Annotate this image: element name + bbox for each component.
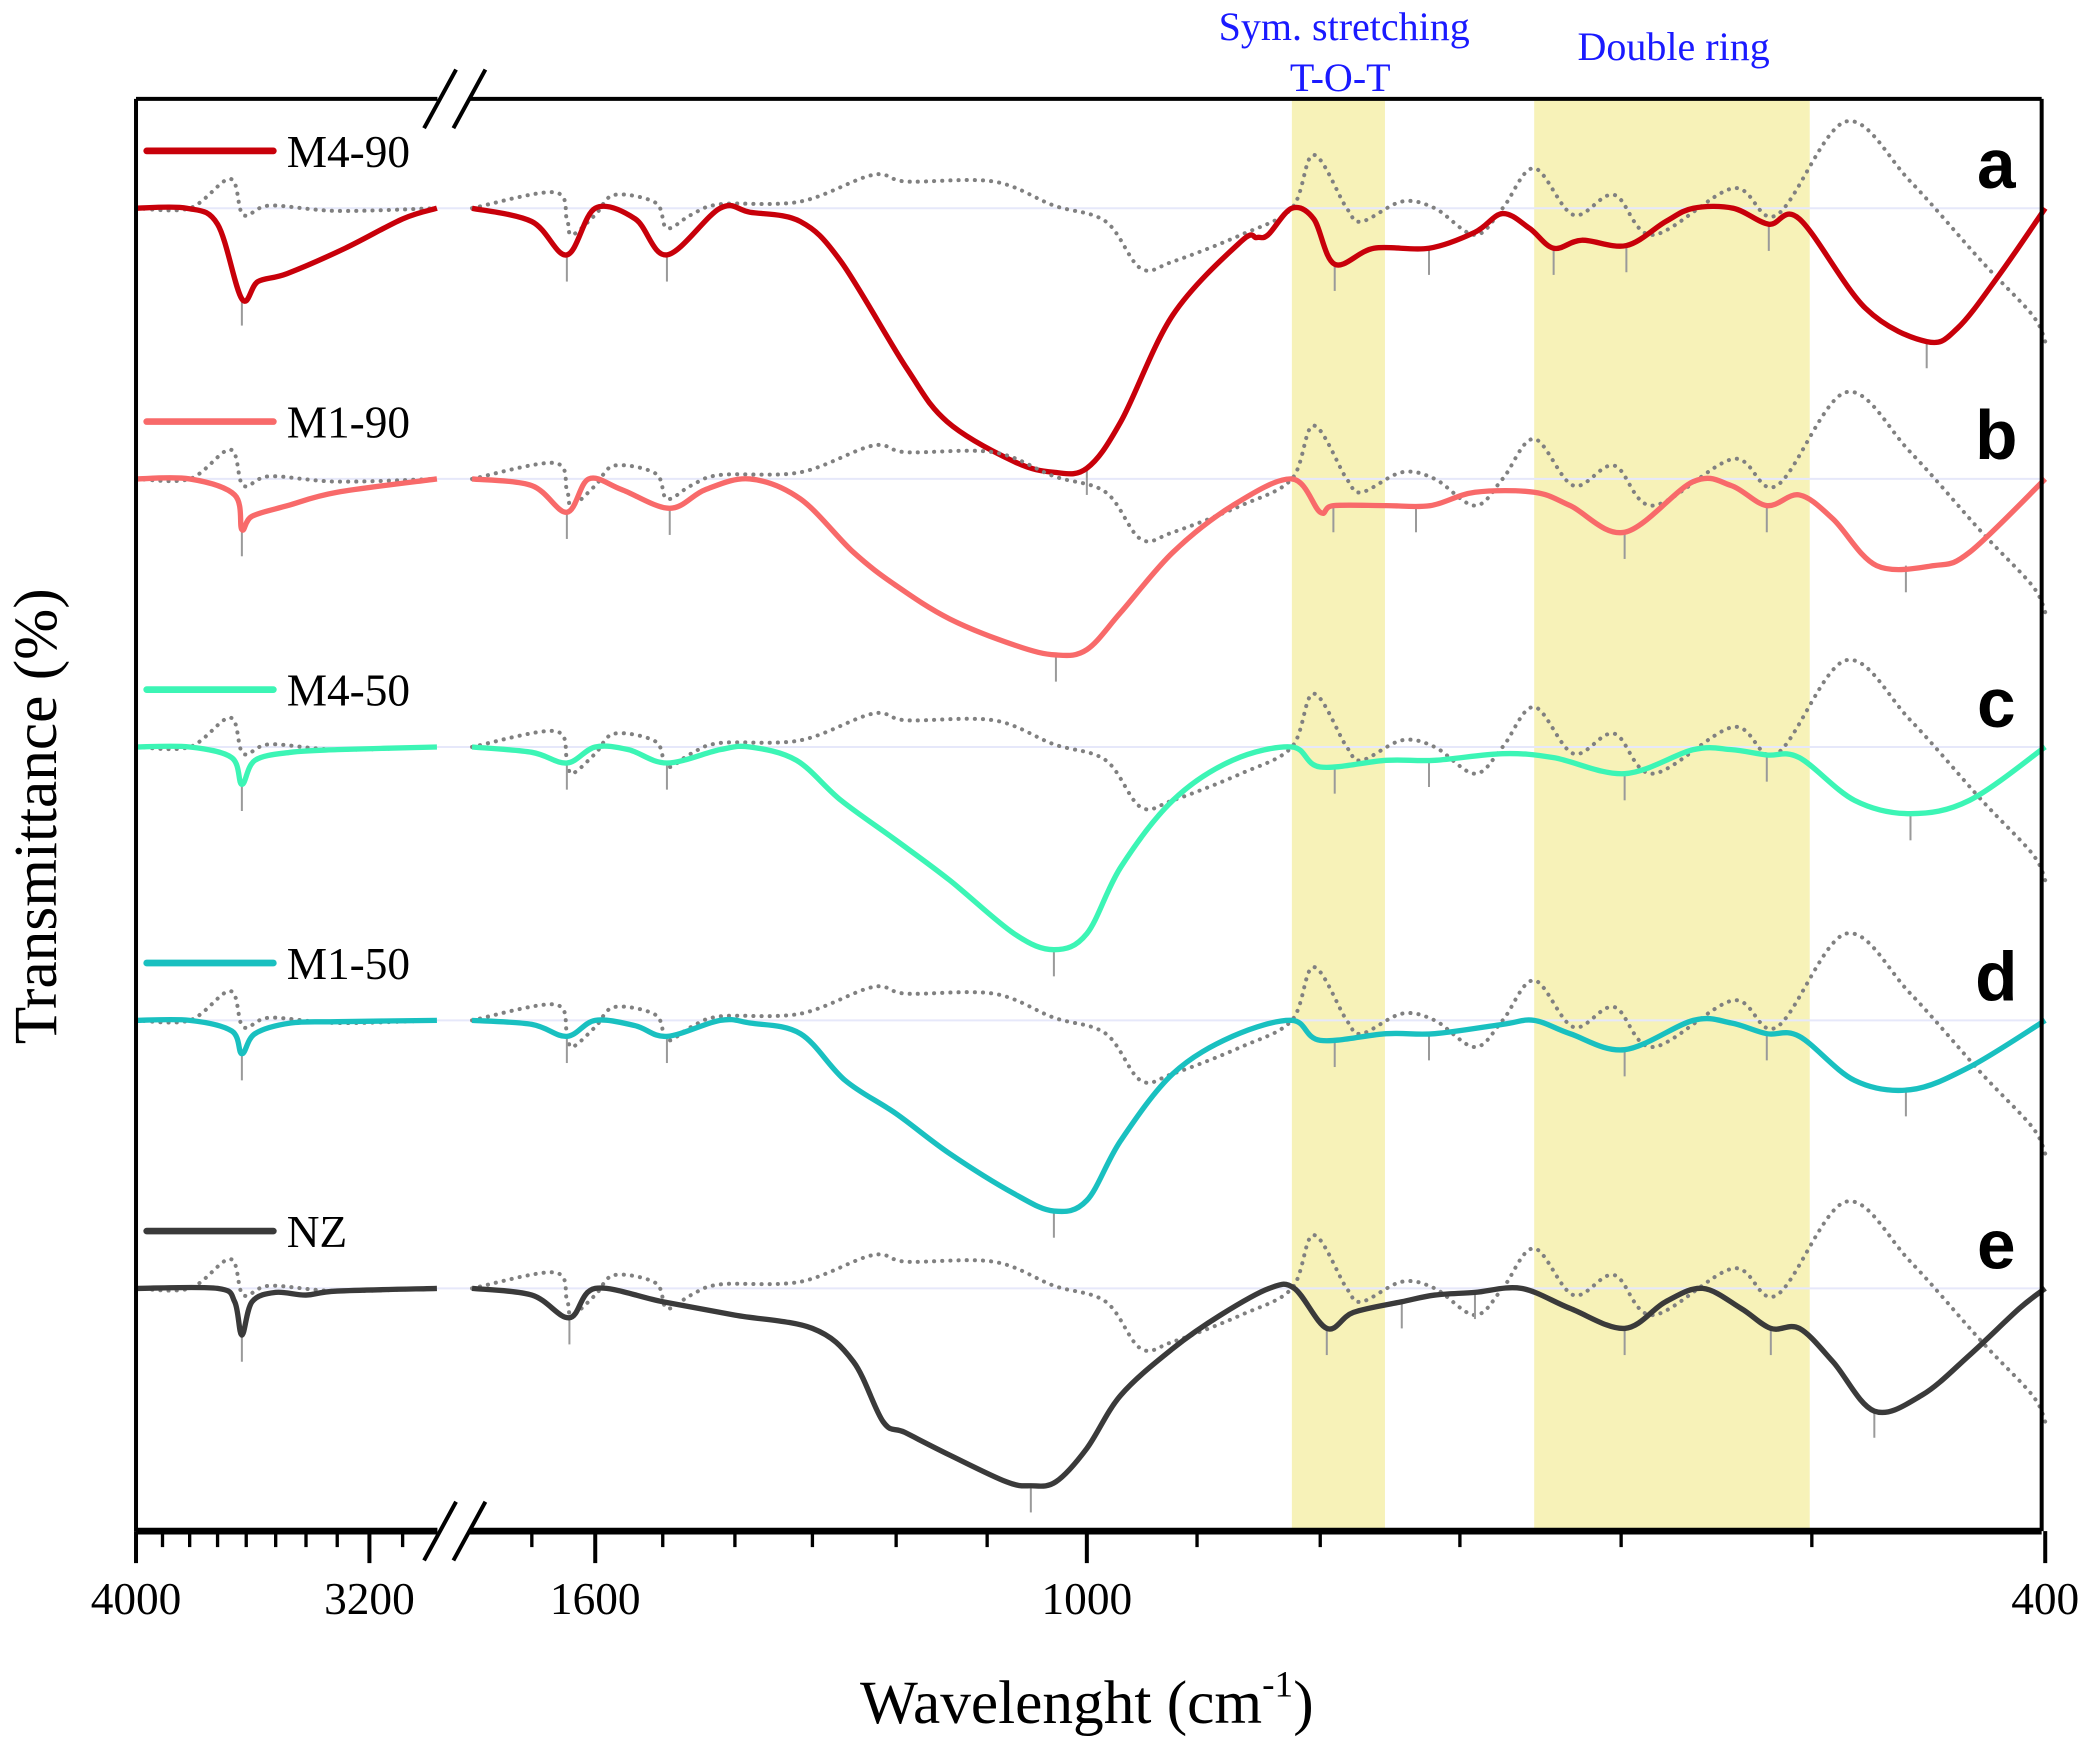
axes: 4000 3200 1600 1000 400 bbox=[91, 68, 2079, 1624]
legend-label-nz: NZ bbox=[287, 1207, 347, 1257]
reference-trace-a-seg0 bbox=[134, 176, 439, 218]
traces bbox=[134, 119, 2048, 1513]
y-axis-label: Transmittance (%) bbox=[2, 588, 70, 1044]
axis-break-mark bbox=[422, 68, 458, 130]
panel-letter-e: e bbox=[1977, 1205, 2016, 1283]
trace-m4-50-seg1 bbox=[471, 743, 2047, 953]
axis-break-mark bbox=[422, 1500, 458, 1562]
trace-m4-90-seg1 bbox=[471, 202, 2048, 477]
trace-m1-90-seg1 bbox=[471, 475, 2048, 659]
panel-letter-a: a bbox=[1977, 125, 2016, 203]
trace-m1-50-seg1 bbox=[471, 1015, 2047, 1215]
legend-label-m4-90: M4-90 bbox=[287, 127, 410, 177]
axis-break-mark bbox=[451, 68, 488, 130]
legend-label-m1-50: M1-50 bbox=[287, 939, 410, 989]
band-label-tot-line2: T-O-T bbox=[1290, 55, 1391, 100]
x-tick-label: 1600 bbox=[550, 1574, 641, 1624]
x-tick-label: 3200 bbox=[324, 1574, 415, 1624]
band-label-double-ring: Double ring bbox=[1578, 24, 1770, 69]
band-0 bbox=[1291, 98, 1385, 1532]
panel-letter-d: d bbox=[1975, 937, 2017, 1015]
panel-letter-c: c bbox=[1977, 664, 2016, 742]
trace-m1-90-seg0 bbox=[135, 475, 438, 533]
highlight-bands bbox=[1291, 98, 1810, 1532]
axis-break-mark bbox=[451, 1500, 488, 1562]
trace-m1-50-seg0 bbox=[136, 1016, 437, 1057]
trace-nz-seg1 bbox=[471, 1281, 2047, 1489]
trace-m4-50-seg0 bbox=[136, 743, 437, 787]
x-tick-label: 400 bbox=[2011, 1574, 2079, 1624]
legend-label-m1-90: M1-90 bbox=[287, 398, 410, 448]
trace-nz-seg0 bbox=[136, 1284, 437, 1338]
x-tick-label: 1000 bbox=[1042, 1574, 1133, 1624]
x-axis-label-sup: -1 bbox=[1262, 1664, 1293, 1705]
legend: M4-90 a M1-90 b M4-50 c M1-50 d NZ e bbox=[143, 125, 2017, 1283]
reference-trace-b-seg0 bbox=[134, 447, 439, 489]
band-label-tot-line1: Sym. stretching bbox=[1219, 4, 1470, 49]
band-1 bbox=[1534, 98, 1810, 1532]
trace-m4-90-seg0 bbox=[135, 204, 438, 304]
legend-label-m4-50: M4-50 bbox=[287, 666, 410, 716]
x-axis-label-close: ) bbox=[1293, 1669, 1313, 1737]
panel-letter-b: b bbox=[1975, 396, 2017, 474]
x-axis-label: Wavelenght (cm-1) bbox=[860, 1664, 1314, 1737]
x-tick-label: 4000 bbox=[91, 1574, 182, 1624]
x-axis-label-main: Wavelenght (cm bbox=[860, 1669, 1262, 1737]
